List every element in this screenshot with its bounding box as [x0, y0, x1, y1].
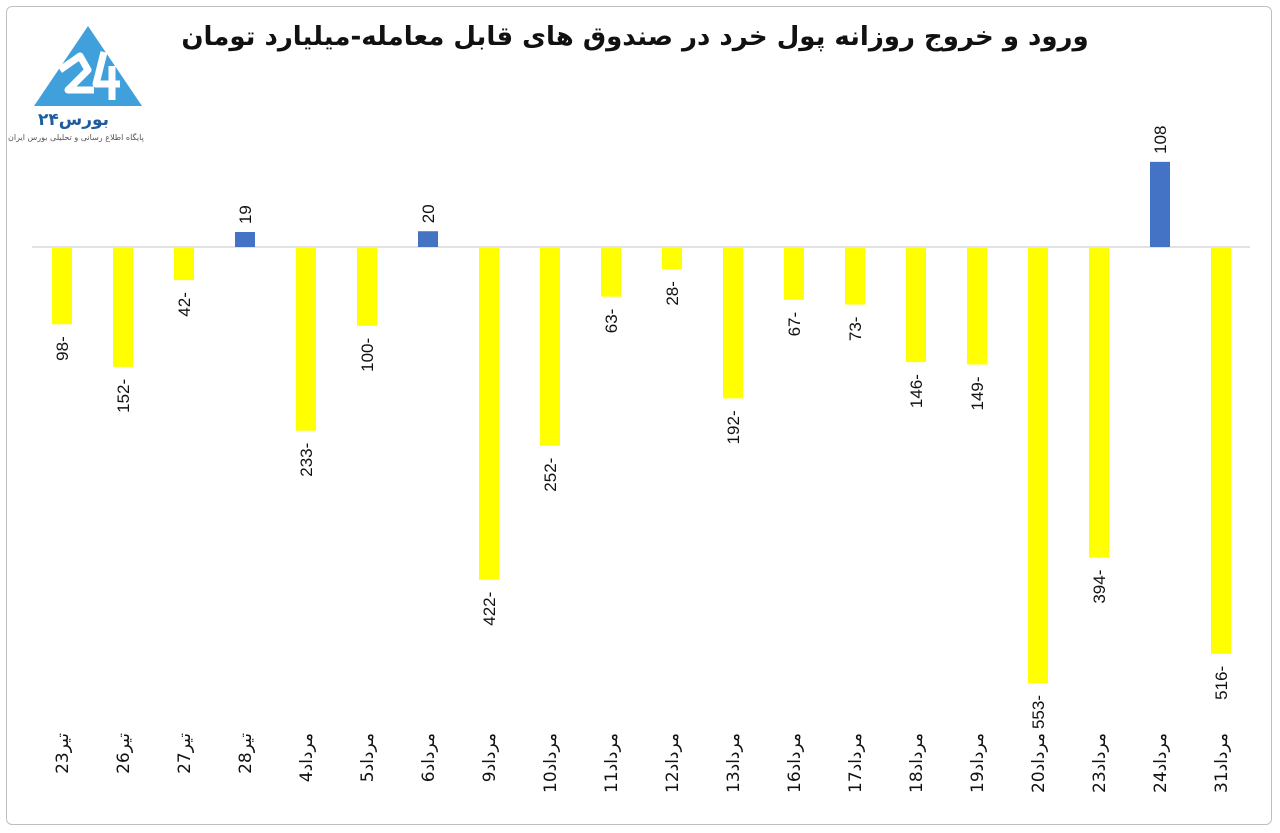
bar [235, 232, 255, 247]
bar [601, 247, 621, 297]
data-label: 252- [541, 458, 560, 492]
category-tick-label: 24مرداد [1151, 733, 1171, 793]
category-tick-label: 26تیر [114, 733, 134, 774]
category-tick-label: 18مرداد [907, 733, 927, 793]
logo-triangle-icon [34, 26, 142, 106]
category-tick-label: 20مرداد [1029, 733, 1049, 793]
bar [174, 247, 194, 281]
data-label: 73- [846, 317, 865, 342]
data-label: 553- [1029, 695, 1048, 729]
data-label: 20 [419, 204, 438, 223]
bar [357, 247, 377, 326]
data-label: 63- [602, 309, 621, 334]
data-label: 28- [663, 281, 682, 306]
data-label: 67- [785, 312, 804, 337]
logo-name: بورس۲۴ [38, 110, 110, 130]
logo-tagline: پایگاه اطلاع رسانی و تحلیلی بورس ایران [8, 133, 144, 142]
category-tick-label: 12مرداد [663, 733, 683, 793]
data-label: 192- [724, 410, 743, 444]
category-tick-label: 28تیر [236, 733, 256, 774]
data-label: 108 [1151, 125, 1170, 153]
bar [296, 247, 316, 431]
bar [113, 247, 133, 367]
data-label: 42- [175, 292, 194, 317]
bar [479, 247, 499, 580]
data-label: 100- [358, 338, 377, 372]
category-tick-label: 23مرداد [1090, 733, 1110, 793]
bar [418, 231, 438, 247]
data-label: 152- [114, 379, 133, 413]
category-tick-label: 16مرداد [785, 733, 805, 793]
category-tick-label: 17مرداد [846, 733, 866, 793]
bar [1150, 161, 1170, 247]
category-tick-label: 19مرداد [968, 733, 988, 793]
bar [1028, 247, 1048, 683]
bar [1211, 247, 1231, 654]
bar [784, 247, 804, 300]
category-tick-label: 6مرداد [419, 733, 439, 782]
bourse24-logo [20, 22, 180, 152]
category-tick-label: 5مرداد [358, 733, 378, 782]
data-label: 233- [297, 443, 316, 477]
bar [967, 247, 987, 365]
bar [662, 247, 682, 270]
category-tick-label: 13مرداد [724, 733, 744, 793]
data-label: 19 [236, 205, 255, 224]
bar [1089, 247, 1109, 558]
category-tick-label: 23تیر [53, 733, 73, 774]
bar [906, 247, 926, 363]
category-tick-label: 11مرداد [602, 733, 622, 793]
data-label: 516- [1212, 666, 1231, 700]
category-tick-label: 31مرداد [1212, 733, 1232, 793]
bar [845, 247, 865, 305]
data-label: 422- [480, 592, 499, 626]
data-label: 98- [53, 336, 72, 361]
category-tick-label: 9مرداد [480, 733, 500, 782]
bar [723, 247, 743, 399]
data-label: 146- [907, 374, 926, 408]
category-tick-label: 10مرداد [541, 733, 561, 793]
data-label: 149- [968, 376, 987, 410]
data-label: 394- [1090, 570, 1109, 604]
chart-frame [6, 6, 1272, 825]
chart-title: ورود و خروج روزانه پول خرد در صندوق های … [181, 22, 1089, 52]
bar [540, 247, 560, 446]
category-tick-label: 4مرداد [297, 733, 317, 782]
bar [52, 247, 72, 325]
category-tick-label: 27تیر [175, 733, 195, 774]
